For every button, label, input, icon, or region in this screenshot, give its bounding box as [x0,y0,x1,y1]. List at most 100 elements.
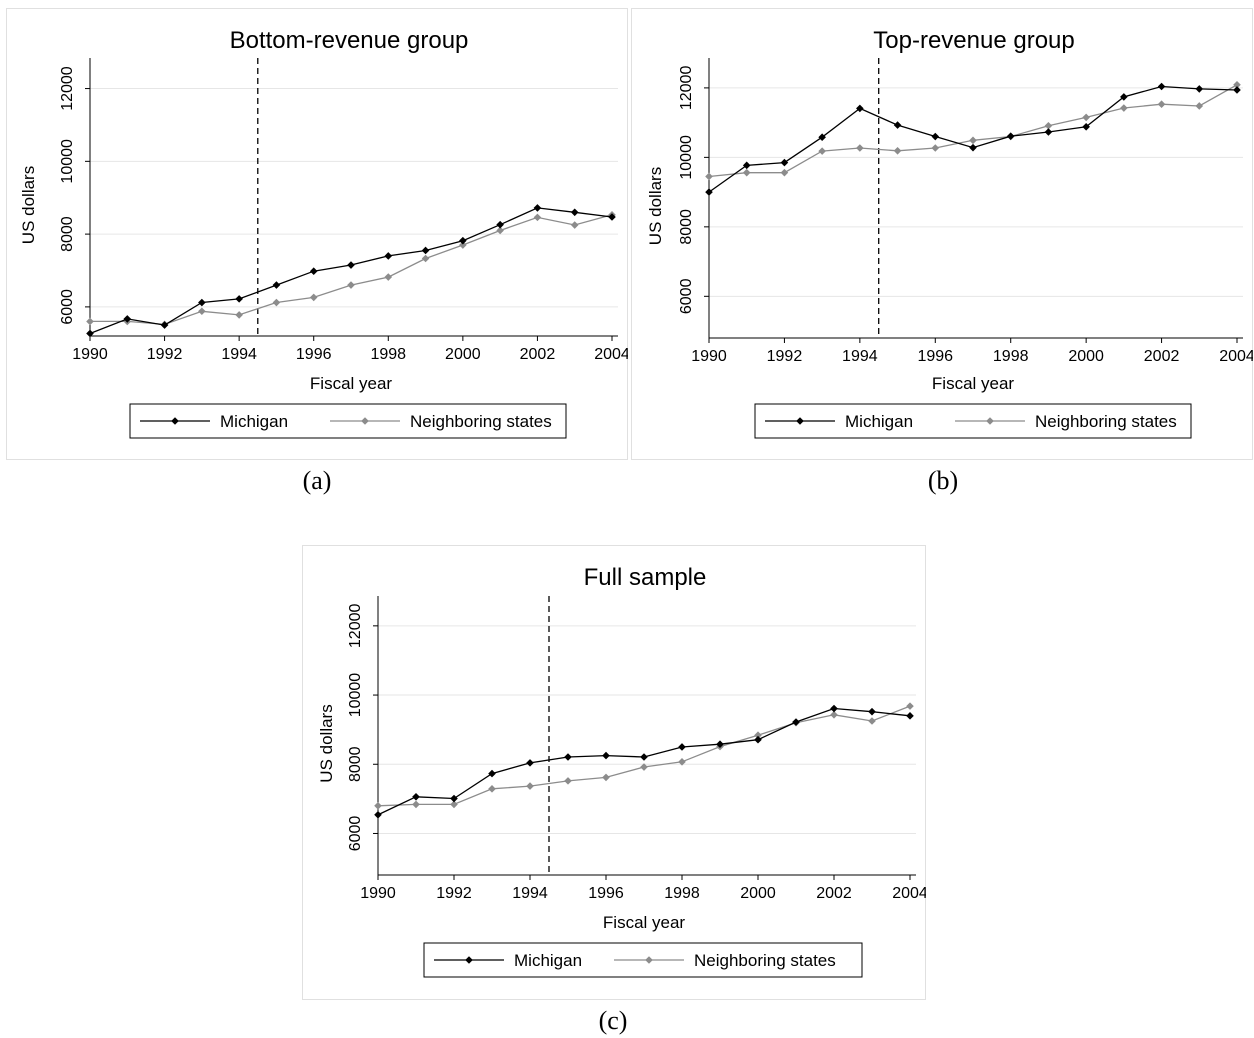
x-tick-label: 1994 [221,346,257,363]
x-tick-label: 1994 [512,885,548,902]
y-axis-title: US dollars [646,167,665,245]
data-point-neighboring-states [780,168,789,177]
data-point-michigan [374,810,382,819]
data-point-michigan [309,267,318,276]
caption-b: (b) [927,466,959,495]
chart-panel-c: Full sample 6000 8000 10000 12000 1990 1992 199… [302,545,926,1000]
x-tick-label: 2000 [1068,348,1104,365]
data-point-neighboring-states [570,221,579,229]
x-tick-label: 1998 [993,348,1029,365]
x-tick-label: 1998 [664,885,700,902]
x-tick-label: 1992 [147,346,183,363]
data-point-neighboring-states [856,144,864,152]
chart-full-sample: Full sample 6000 8000 10000 12000 1990 1992 199… [302,545,926,1000]
data-point-neighboring-states [893,146,902,155]
data-point-neighboring-states [384,273,393,281]
x-tick-label: 1996 [296,346,332,363]
data-point-neighboring-states [906,702,914,710]
y-axis-title: US dollars [317,704,336,782]
x-tick-label: 1992 [767,348,803,365]
data-point-neighboring-states [969,136,977,145]
data-point-neighboring-states [421,254,430,263]
x-tick-label: 1990 [691,348,727,365]
data-point-michigan [123,315,132,323]
data-point-michigan [488,769,496,778]
data-point-michigan [1006,132,1015,140]
data-point-michigan [818,133,826,142]
x-tick-label: 1996 [588,885,624,902]
data-point-neighboring-states [1120,104,1128,112]
data-point-michigan [969,143,977,152]
x-tick-label: 2004 [594,346,628,363]
y-tick-label: 8000 [347,746,364,782]
x-axis-title: Fiscal year [932,374,1015,393]
data-point-neighboring-states [830,710,838,719]
data-point-michigan [754,735,762,744]
data-point-neighboring-states [1044,121,1053,130]
data-point-neighboring-states [742,168,751,177]
chart-panel-a: Bottom-revenue group 6000 8000 10000 12000 19… [6,8,628,460]
data-point-michigan [496,220,504,229]
chart-title: Full sample [584,564,707,591]
data-point-michigan [86,329,94,338]
data-point-michigan [198,298,206,307]
y-tick-label: 10000 [59,139,76,184]
y-axis-title: US dollars [19,166,38,244]
data-point-neighboring-states [309,293,318,302]
caption-c: (c) [598,1006,628,1035]
x-tick-label: 2002 [1144,348,1180,365]
x-tick-label: 1992 [436,885,472,902]
x-tick-label: 1994 [842,348,878,365]
data-point-michigan [1233,86,1241,94]
data-point-michigan [384,252,393,260]
y-tick-label: 6000 [59,289,76,325]
data-point-michigan [780,158,789,167]
data-point-michigan [570,208,579,217]
x-tick-label: 2002 [816,885,852,902]
data-point-michigan [160,321,169,329]
data-point-neighboring-states [1082,113,1090,122]
x-axis-title: Fiscal year [603,913,686,932]
data-point-neighboring-states [374,801,382,810]
x-axis-title: Fiscal year [310,374,393,393]
data-point-michigan [856,104,864,113]
chart-title: Bottom-revenue group [230,27,469,54]
data-point-neighboring-states [533,213,542,222]
data-point-neighboring-states [496,226,504,235]
data-point-neighboring-states [564,777,572,785]
y-tick-label: 8000 [59,216,76,252]
data-point-michigan [235,295,243,303]
data-point-neighboring-states [1195,102,1204,110]
data-point-michigan [421,246,430,255]
data-point-michigan [533,204,542,212]
y-tick-label: 6000 [347,816,364,852]
legend-label-michigan: Michigan [514,951,582,970]
data-point-michigan [830,704,838,713]
data-point-neighboring-states [459,241,467,249]
data-point-michigan [602,751,610,760]
data-point-michigan [678,743,686,751]
y-tick-label: 10000 [678,135,695,180]
y-tick-label: 12000 [347,603,364,648]
data-point-neighboring-states [868,717,876,725]
data-point-neighboring-states [818,147,826,155]
x-tick-label: 1990 [360,885,396,902]
chart-title: Top-revenue group [873,27,1074,54]
data-point-michigan [792,718,800,726]
y-tick-label: 6000 [678,278,695,314]
legend-label-neighboring-states: Neighboring states [410,412,552,431]
chart-top-revenue: Top-revenue group 6000 8000 10000 12000 1990 1… [631,8,1253,460]
legend-label-michigan: Michigan [220,412,288,431]
x-tick-label: 2004 [892,885,926,902]
x-tick-label: 1990 [72,346,108,363]
x-tick-label: 2002 [520,346,556,363]
data-point-michigan [931,132,940,141]
data-point-michigan [1044,128,1053,136]
data-point-neighboring-states [235,311,243,319]
data-point-neighboring-states [602,773,610,782]
x-tick-label: 2004 [1219,348,1253,365]
data-point-michigan [716,740,724,748]
panel-frame [631,8,1253,460]
data-point-michigan [526,759,534,767]
data-point-michigan [742,161,751,170]
